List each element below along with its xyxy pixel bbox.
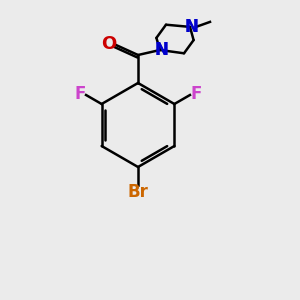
Text: N: N bbox=[154, 41, 168, 59]
Text: F: F bbox=[74, 85, 86, 103]
Text: Br: Br bbox=[128, 183, 148, 201]
Text: F: F bbox=[190, 85, 202, 103]
Text: N: N bbox=[154, 41, 168, 59]
Text: N: N bbox=[184, 18, 198, 36]
Text: N: N bbox=[184, 18, 198, 36]
Text: O: O bbox=[101, 35, 117, 53]
